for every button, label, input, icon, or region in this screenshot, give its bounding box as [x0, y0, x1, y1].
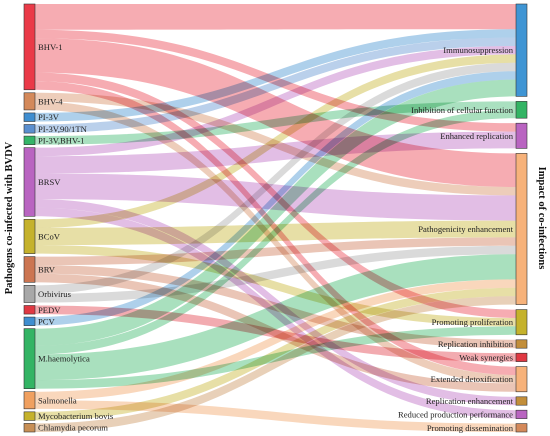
- source-label-chlam: Chlamydia pecorum: [38, 423, 108, 433]
- source-node-chlam: [23, 423, 36, 433]
- source-node-bcov: [23, 218, 36, 254]
- flow-brsv-to-repenh: [35, 199, 516, 406]
- source-node-brsv: [23, 147, 36, 217]
- flow-mhaem-to-immuno: [35, 79, 516, 346]
- flow-mhaem-to-patho: [35, 254, 516, 381]
- source-node-mhaem: [23, 328, 36, 389]
- target-label-detox: Extended detoxification: [431, 374, 514, 384]
- target-node-inhib: [515, 101, 528, 119]
- flow-orbi-to-patho: [35, 245, 516, 303]
- flows-layer: [35, 4, 516, 432]
- source-label-bhv1: BHV-1: [38, 42, 63, 52]
- flow-salm-to-dissem: [35, 400, 516, 432]
- source-label-pcv: PCV: [38, 316, 56, 326]
- source-node-pcv: [23, 316, 36, 326]
- flow-salm-to-patho: [35, 279, 516, 401]
- flow-bhv1-to-immuno: [35, 4, 516, 30]
- source-node-pi3v90: [23, 124, 36, 134]
- source-node-orbi: [23, 285, 36, 303]
- target-node-repinh: [515, 339, 528, 349]
- target-node-patho: [515, 153, 528, 305]
- source-node-mycob: [23, 411, 36, 421]
- flow-mhaem-to-inhib: [35, 109, 516, 355]
- source-node-bhv4: [23, 92, 36, 111]
- flow-mycob-to-patho: [35, 287, 516, 421]
- flow-bhv1-to-enhrep: [35, 29, 516, 132]
- source-node-salm: [23, 391, 36, 410]
- source-label-bhv4: BHV-4: [38, 96, 63, 106]
- target-label-dissem: Promoting dissemination: [427, 423, 514, 433]
- source-label-bcov: BCoV: [38, 231, 61, 241]
- source-node-pi3vbhv: [23, 135, 36, 145]
- target-label-patho: Pathogenicity enhancement: [418, 224, 513, 234]
- target-node-dissem: [515, 423, 528, 433]
- source-label-pi3v: PI-3V: [38, 112, 60, 122]
- flow-bhv4-to-detox: [35, 101, 516, 384]
- target-label-repenh: Replication enhancement: [426, 396, 514, 406]
- target-label-enhrep: Enhanced replication: [440, 131, 513, 141]
- source-label-pi3v90: PI-3V,90/1TN: [38, 124, 88, 134]
- target-node-immuno: [515, 3, 528, 97]
- source-label-pedv: PEDV: [38, 305, 61, 315]
- flow-bcov-to-prolif: [35, 245, 516, 327]
- target-node-redprod: [515, 409, 528, 419]
- target-label-inhib: Inhibition of cellular function: [411, 105, 514, 115]
- source-node-brv: [23, 256, 36, 283]
- source-label-brv: BRV: [38, 264, 56, 274]
- source-label-brsv: BRSV: [38, 177, 61, 187]
- flow-orbi-to-immuno: [35, 62, 516, 294]
- right-axis-title: Impact of co-infections: [536, 167, 547, 270]
- flow-pi3v90-to-immuno: [35, 37, 516, 134]
- target-label-immuno: Immunosuppression: [443, 45, 513, 55]
- source-label-mycob: Mycobacterium bovis: [38, 411, 114, 421]
- target-node-repenh: [515, 396, 528, 406]
- flow-chlam-to-patho: [35, 296, 516, 432]
- flow-brsv-to-immuno: [35, 46, 516, 157]
- source-label-orbi: Orbivirus: [38, 289, 72, 299]
- flow-brv-to-patho: [35, 237, 516, 266]
- target-node-enhrep: [515, 122, 528, 149]
- target-node-prolif: [515, 309, 528, 336]
- target-label-weak: Weak synergies: [459, 352, 513, 362]
- target-label-repinh: Replication inhibition: [438, 339, 514, 349]
- source-label-mhaem: M.haemolytica: [38, 354, 90, 364]
- source-node-pedv: [23, 305, 36, 315]
- target-node-weak: [515, 352, 528, 362]
- flow-pcv-to-immuno: [35, 71, 516, 326]
- flow-pedv-to-weak: [35, 305, 516, 362]
- target-node-detox: [515, 366, 528, 393]
- target-label-prolif: Promoting proliferation: [432, 317, 514, 327]
- source-node-bhv1: [23, 3, 36, 91]
- nodes-layer: [23, 3, 528, 433]
- source-label-salm: Salmonella: [38, 395, 77, 405]
- flow-bcov-to-immuno: [35, 54, 516, 228]
- target-label-redprod: Reduced production performance: [398, 409, 513, 419]
- flow-pi3v-to-immuno: [35, 29, 516, 122]
- source-label-pi3vbhv: PI-3V,BHV-1: [38, 135, 85, 145]
- left-axis-title: Pathogens co-infected with BVDV: [4, 141, 15, 294]
- source-node-pi3v: [23, 112, 36, 122]
